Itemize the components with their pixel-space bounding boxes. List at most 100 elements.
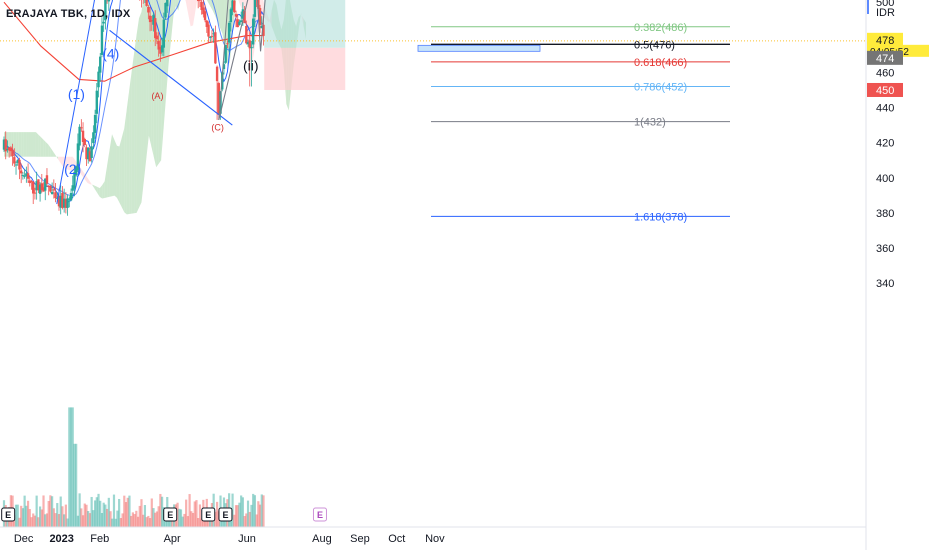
candle-body xyxy=(260,25,263,29)
volume-bar xyxy=(25,505,28,527)
position-stop-zone[interactable] xyxy=(264,47,346,90)
earnings-event-marker[interactable] xyxy=(201,507,216,522)
fib-level-label: 0.786(452) xyxy=(634,81,687,93)
volume-bar xyxy=(257,501,260,527)
time-axis[interactable]: Dec 2023 Feb Apr Jun Aug Sep Oct Nov xyxy=(0,526,866,545)
price-tick-label: 340 xyxy=(876,278,894,290)
impulse-line[interactable] xyxy=(56,0,120,205)
fib-level-label: 0.382(486) xyxy=(634,22,687,34)
volume-bar xyxy=(93,500,97,527)
candle-body xyxy=(85,147,88,160)
trend-channel[interactable] xyxy=(56,0,256,205)
price-badge-value: 450 xyxy=(876,85,894,97)
cloud-segment xyxy=(58,156,61,163)
volume-bar xyxy=(106,508,109,527)
cloud-segment xyxy=(220,0,223,34)
earnings-event-label: E xyxy=(222,510,228,520)
candle-body xyxy=(157,41,160,50)
price-badge xyxy=(867,82,903,97)
volume-bar xyxy=(221,518,224,527)
earnings-event-marker[interactable] xyxy=(312,507,327,522)
time-tick-label: Aug xyxy=(312,533,332,545)
volume-bar xyxy=(97,493,100,527)
candle-body xyxy=(23,175,26,177)
volume-bar xyxy=(99,500,102,527)
candle-body xyxy=(44,178,47,191)
price-badge xyxy=(867,50,903,65)
cloud-segment xyxy=(193,0,196,26)
earnings-event-label: E xyxy=(167,510,173,520)
candle-body xyxy=(236,19,239,28)
time-tick-label: Dec xyxy=(14,533,34,545)
cloud-segment xyxy=(131,53,135,214)
volume-bar xyxy=(155,511,159,527)
cloud-segment xyxy=(126,90,130,215)
wave-projection[interactable] xyxy=(218,0,298,120)
candle-body xyxy=(222,64,226,70)
candle-body xyxy=(47,185,50,188)
volume-bar xyxy=(238,502,241,527)
price-tick-label: 420 xyxy=(876,138,894,150)
earnings-event-marker[interactable] xyxy=(163,507,178,522)
candle-body xyxy=(150,20,153,22)
candle-body xyxy=(214,32,217,64)
candle-body xyxy=(90,146,93,159)
candle-body xyxy=(253,0,257,17)
cloud-segment xyxy=(104,165,108,198)
volume-bar xyxy=(71,407,74,527)
fib-highlight-box[interactable] xyxy=(417,44,541,52)
cloud-segment xyxy=(26,132,29,157)
candle-body xyxy=(76,143,80,170)
channel-lower-line[interactable] xyxy=(109,29,233,126)
candle-body xyxy=(198,0,202,1)
volume-bar xyxy=(159,493,162,527)
candle-body xyxy=(57,196,61,207)
candle-body xyxy=(6,148,9,151)
time-tick-label: Sep xyxy=(350,533,370,545)
volume-bar xyxy=(40,509,43,527)
candle-body xyxy=(250,47,253,49)
earnings-event-marker[interactable] xyxy=(218,507,233,522)
long-position-tool[interactable] xyxy=(264,0,346,90)
cloud-segment xyxy=(151,0,154,157)
candle-body xyxy=(92,132,95,144)
candle-body xyxy=(145,0,148,6)
volume-bar xyxy=(140,499,143,527)
candle-body xyxy=(229,9,233,23)
candle-body xyxy=(99,56,102,73)
volume-bar xyxy=(147,515,150,527)
candle-body xyxy=(87,147,90,160)
volume-bar xyxy=(136,516,140,527)
price-axis-bg xyxy=(866,0,932,550)
candle-body xyxy=(234,14,238,17)
cloud-segment xyxy=(148,0,152,147)
fibonacci-retracement[interactable]: 0(520)0.382(486)0.5(476)0.618(466)0.786(… xyxy=(417,0,730,223)
cloud-segment xyxy=(185,0,189,14)
time-tick-label: Oct xyxy=(388,533,405,545)
position-target-zone[interactable] xyxy=(264,0,346,48)
cloud-segment xyxy=(92,184,95,190)
price-axis[interactable]: IDR3403603804004204404604805005205405605… xyxy=(865,0,932,550)
candle-body xyxy=(217,83,221,115)
cloud-segment xyxy=(146,0,149,158)
volume-bar xyxy=(81,515,85,527)
candle-body xyxy=(162,19,166,48)
elliott-wave-labels: (1)(2)(3)(4)(5)(A)(B)(C)(i)(ii)(iii)(iv) xyxy=(64,45,258,177)
volume-bar xyxy=(258,504,262,527)
volume-bar xyxy=(28,509,31,527)
earnings-event-label: E xyxy=(205,510,211,520)
price-tick-label: 360 xyxy=(876,243,894,255)
volume-bar xyxy=(66,518,69,527)
volume-bar xyxy=(188,494,191,527)
cloud-segment xyxy=(40,137,44,157)
earnings-event-marker[interactable] xyxy=(1,507,16,522)
cloud-segment xyxy=(119,137,122,208)
projection-ray[interactable] xyxy=(218,0,247,120)
volume-bar xyxy=(75,443,78,527)
wave-label: (A) xyxy=(151,91,163,101)
volume-bar xyxy=(83,503,86,527)
wave-label: (4) xyxy=(102,45,119,61)
